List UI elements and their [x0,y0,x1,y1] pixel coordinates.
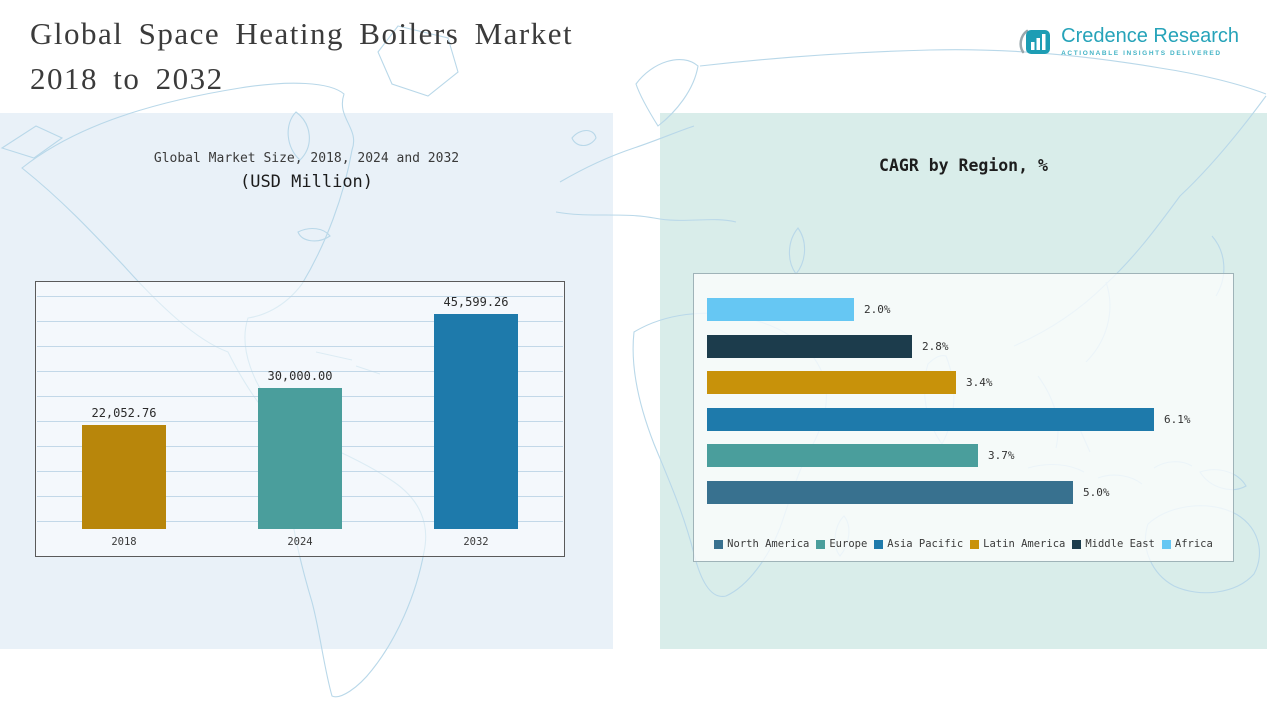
market-size-bar-2018 [82,425,166,529]
legend-item: North America [714,538,809,550]
cagr-value-label: 3.7% [988,449,1015,462]
cagr-bar-north-america [707,480,1073,504]
cagr-bar-middle-east [707,334,912,358]
cagr-value-label: 2.0% [864,303,891,316]
logo: Credence Research Actionable Insights De… [1017,26,1239,58]
bar-value-label: 22,052.76 [91,406,157,420]
cagr-bar-europe [707,444,978,467]
market-size-chart-subtitle: (USD Million) [239,172,374,192]
cagr-bar-row: 3.7% [707,444,1223,467]
market-size-bar-group: 45,599.26 2032 [433,295,519,556]
cagr-bar-africa [707,298,854,321]
cagr-bar-asia-pacific [707,407,1154,431]
cagr-bar-row: 6.1% [707,407,1223,431]
cagr-bars: 2.0% 2.8% 3.4% 6.1% 3.7% 5.0% [707,298,1223,517]
bar-value-label: 30,000.00 [267,369,333,383]
legend-swatch [874,539,884,549]
bar-category-label: 2024 [287,536,313,548]
legend-swatch [1161,539,1171,549]
cagr-chart: 2.0% 2.8% 3.4% 6.1% 3.7% 5.0% North America Eu… [693,273,1234,562]
legend-label: Latin America [983,538,1066,550]
legend-swatch [816,539,826,549]
legend-label: Europe [829,538,868,550]
legend-label: Asia Pacific [887,538,964,550]
logo-text-block: Credence Research Actionable Insights De… [1061,26,1239,57]
cagr-bar-row: 3.4% [707,371,1223,394]
logo-name: Credence Research [1061,25,1239,47]
page-title-line1: Global Space Heating Boilers Market [30,16,574,51]
legend-swatch [714,539,724,549]
legend-item: Europe [816,538,867,550]
cagr-bar-latin-america [707,371,956,394]
logo-tagline: Actionable Insights Delivered [1061,50,1222,57]
bar-category-label: 2032 [463,536,489,548]
market-size-chart: 22,052.76 2018 30,000.00 2024 45,599.26 2032 [35,281,565,557]
logo-icon [1019,29,1051,54]
legend-swatch [970,539,980,549]
legend-label: Middle East [1085,538,1155,550]
cagr-chart-title: CAGR by Region, % [879,156,1048,175]
legend-swatch [1072,539,1082,549]
market-size-bar-group: 30,000.00 2024 [257,369,343,556]
legend-label: North America [727,538,810,550]
cagr-value-label: 2.8% [922,339,949,353]
bar-value-label: 45,599.26 [443,295,509,309]
bar-category-label: 2018 [111,536,137,548]
legend-label: Africa [1174,538,1213,550]
legend-item: Asia Pacific [874,538,963,550]
market-size-chart-header: Global Market Size, 2018, 2024 and 2032 … [0,151,613,192]
legend-item: Latin America [970,538,1065,550]
legend-item: Africa [1161,538,1213,550]
cagr-value-label: 5.0% [1083,485,1110,499]
legend-item: Middle East [1072,538,1155,550]
market-size-bar-2032 [434,314,518,529]
page-title: Global Space Heating Boilers Market 2018… [30,12,573,102]
cagr-bar-row: 2.0% [707,298,1223,321]
cagr-bar-row: 5.0% [707,480,1223,504]
cagr-bar-row: 2.8% [707,334,1223,358]
market-size-bar-2024 [258,388,342,529]
cagr-value-label: 6.1% [1164,412,1191,426]
cagr-value-label: 3.4% [966,376,993,389]
market-size-bar-group: 22,052.76 2018 [81,406,167,556]
market-size-chart-title: Global Market Size, 2018, 2024 and 2032 [153,151,460,166]
chart-legend: North America Europe Asia Pacific Latin Ame… [694,538,1233,550]
page-title-line2: 2018 to 2032 [30,60,224,96]
market-size-bars: 22,052.76 2018 30,000.00 2024 45,599.26 2032 [36,294,564,556]
